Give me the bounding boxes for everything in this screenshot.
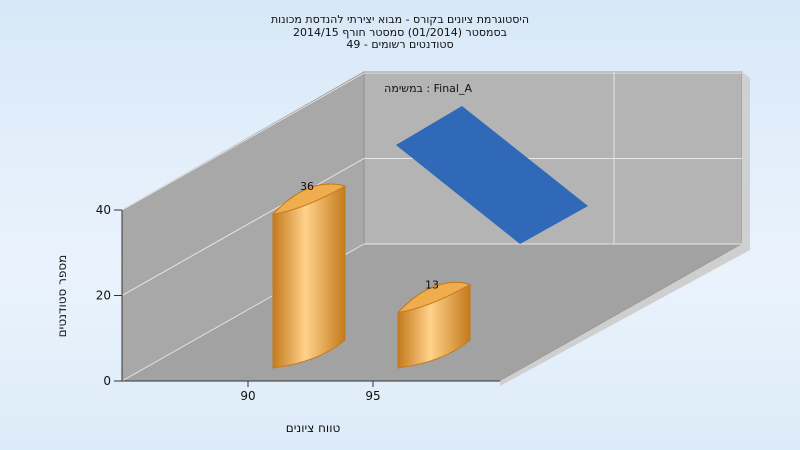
y-tick-label: 0 [103, 374, 111, 388]
x-tick-label: 95 [365, 389, 380, 403]
y-gridline [121, 158, 742, 296]
gridlines [121, 72, 742, 382]
y-tick-label: 20 [96, 289, 111, 303]
x-axis-title: טווח ציונים [286, 421, 341, 435]
bar-value-label: 36 [300, 180, 314, 193]
chart-title-line-1: היסטוגרמת ציונים בקורס - מבוא יצירתי להנ… [271, 13, 529, 26]
y-gridline [121, 72, 742, 211]
floor-edge [500, 244, 750, 386]
chart-title-line-2: בסמסטר (01/2014) סמסטר חורף 2014/15 [293, 26, 507, 39]
x-tick-label: 90 [240, 389, 255, 403]
bar-top [396, 281, 472, 314]
legend-label: במשימה : Final_A [384, 82, 472, 95]
chart-title-line-3: סטודנטים רשומים - 49 [346, 38, 453, 51]
axes: 0 20 40 90 95 [96, 203, 500, 403]
right-edge [742, 72, 750, 250]
data-labels: 36 13 [300, 180, 439, 291]
legend-swatch [396, 106, 588, 244]
bar-top [271, 183, 347, 215]
bar-value-label: 13 [425, 278, 439, 291]
bars [271, 183, 472, 369]
y-tick-label: 40 [96, 203, 111, 217]
y-gridline [121, 243, 742, 382]
y-axis-title: מספר סטודנטים [55, 255, 69, 338]
